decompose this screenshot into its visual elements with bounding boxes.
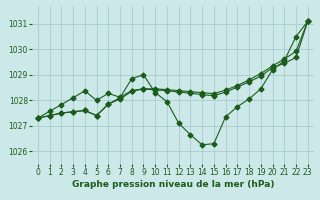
X-axis label: Graphe pression niveau de la mer (hPa): Graphe pression niveau de la mer (hPa) bbox=[72, 180, 274, 189]
